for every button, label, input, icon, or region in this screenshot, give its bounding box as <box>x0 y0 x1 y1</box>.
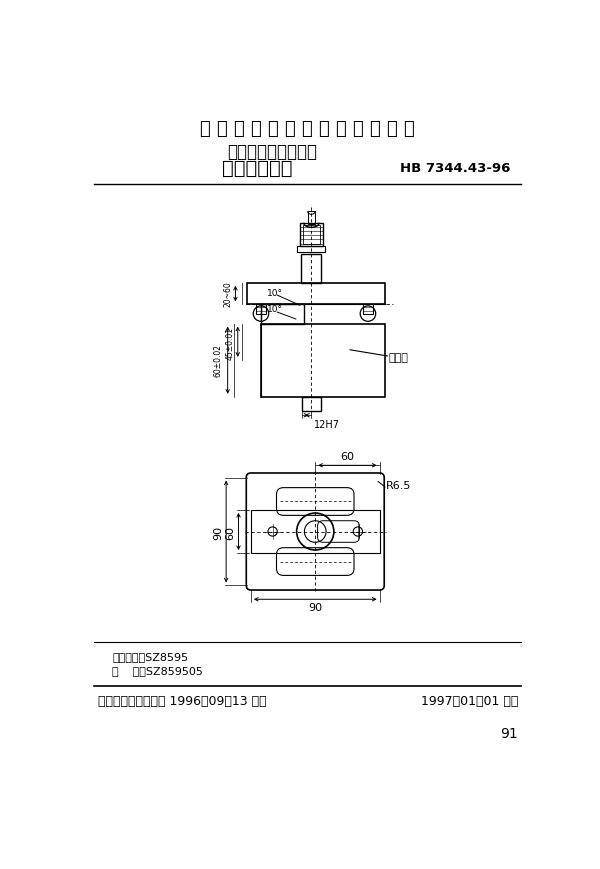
Text: 60: 60 <box>226 525 235 539</box>
Text: 90: 90 <box>213 525 223 539</box>
Text: 45±0.01: 45±0.01 <box>226 326 235 359</box>
Text: 10°: 10° <box>267 305 283 314</box>
Bar <box>302 397 320 411</box>
Text: 中国航空工业总公司 1996－09－13 发布: 中国航空工业总公司 1996－09－13 发布 <box>98 694 267 707</box>
Bar <box>256 305 266 315</box>
Bar <box>251 510 380 554</box>
Text: 12H7: 12H7 <box>314 420 340 429</box>
Text: 数控机床用夹具元件: 数控机床用夹具元件 <box>227 143 317 161</box>
Text: 91: 91 <box>500 726 518 740</box>
Text: 标记处: 标记处 <box>389 353 409 363</box>
Bar <box>298 247 325 253</box>
Text: 20~60: 20~60 <box>223 282 232 307</box>
Bar <box>261 305 304 324</box>
Text: 60±0.02: 60±0.02 <box>213 344 222 377</box>
Bar <box>261 324 385 397</box>
Text: 标    记：SZ859505: 标 记：SZ859505 <box>112 666 203 675</box>
Text: 90: 90 <box>308 603 322 613</box>
Text: 分类代号：SZ8595: 分类代号：SZ8595 <box>112 652 188 661</box>
Text: R6.5: R6.5 <box>386 481 411 491</box>
Text: 10°: 10° <box>267 289 283 297</box>
Bar <box>247 283 385 305</box>
Text: 1997－01－01 实施: 1997－01－01 实施 <box>421 694 518 707</box>
Bar <box>301 255 322 283</box>
Text: 中 华 人 民 共 和 国 航 空 工 业 标 准: 中 华 人 民 共 和 国 航 空 工 业 标 准 <box>200 120 415 138</box>
Text: HB 7344.43-96: HB 7344.43-96 <box>401 162 511 175</box>
Bar <box>308 212 315 225</box>
Text: 60: 60 <box>340 452 354 462</box>
Bar <box>362 305 373 315</box>
Bar <box>303 226 320 244</box>
Bar <box>300 223 323 247</box>
Text: 自适应压紧座: 自适应压紧座 <box>222 159 292 177</box>
